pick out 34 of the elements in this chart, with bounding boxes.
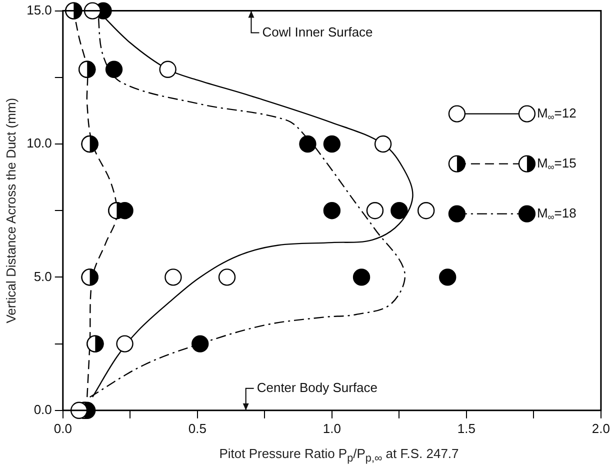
x-axis-title: Pitot Pressure Ratio P$_{p}$/P$_{p,∞}$ at F.S. 247.7: [218, 446, 460, 465]
point: [390, 202, 408, 220]
point: [366, 202, 384, 220]
point: [374, 135, 392, 153]
point: [116, 335, 134, 352]
x-tick-label: 0.0: [54, 420, 72, 436]
point: [218, 268, 236, 286]
y-tick-label: 10.0: [26, 136, 52, 151]
point: [352, 268, 370, 286]
legend-label: M∞=15: [536, 155, 576, 172]
point: [86, 335, 104, 352]
legend-label: M∞=18: [536, 205, 576, 222]
point: [81, 135, 98, 153]
point: [192, 335, 209, 352]
point: [417, 202, 435, 220]
point: [439, 268, 456, 286]
point: [105, 60, 123, 78]
x-tick-label: 0.5: [188, 420, 206, 436]
legend-label: M∞=12: [536, 105, 576, 122]
x-tick-label: 2.0: [592, 420, 610, 436]
point: [299, 135, 316, 153]
point: [164, 268, 182, 286]
y-tick-label: 15.0: [26, 2, 52, 18]
y-axis-title: Vertical Distance Across the Duct (mm): [3, 98, 18, 324]
point: [81, 268, 98, 286]
annotation: Cowl Inner Surface: [262, 24, 373, 40]
point: [323, 135, 341, 153]
y-tick-label: 5.0: [34, 268, 52, 284]
x-tick-label: 1.5: [457, 420, 476, 436]
point: [323, 202, 341, 220]
y-tick-label: 0.0: [34, 402, 52, 417]
x-tick-label: 1.0: [322, 420, 341, 436]
annotation: Center Body Surface: [256, 380, 378, 395]
point: [159, 60, 176, 78]
